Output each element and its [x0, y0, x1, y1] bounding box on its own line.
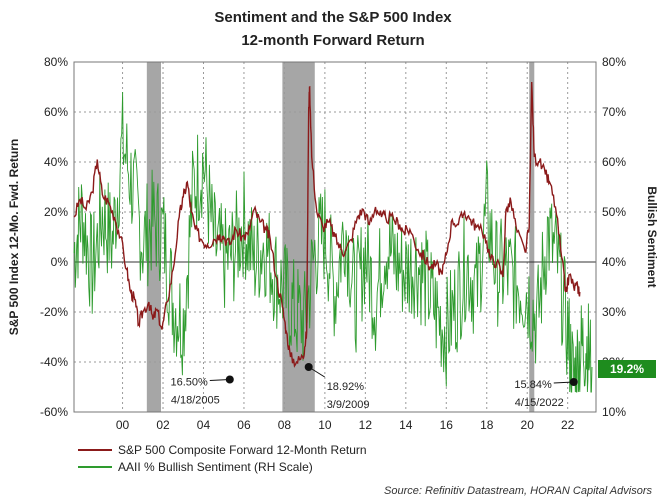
y-axis-left-label: S&P 500 Index 12-Mo. Fwd. Return — [7, 139, 21, 336]
y-left-tick-label: 40% — [44, 155, 68, 169]
legend-label-sp500: S&P 500 Composite Forward 12-Month Retur… — [118, 443, 367, 457]
annotation-leader-2 — [553, 381, 574, 384]
series-line-sp500-forward-return — [73, 81, 581, 368]
x-tick-label: 06 — [237, 418, 251, 432]
y-right-tick-label: 10% — [602, 405, 626, 419]
x-tick-label: 20 — [521, 418, 535, 432]
y-right-tick-label: 70% — [602, 105, 626, 119]
legend-label-aaii: AAII % Bullish Sentiment (RH Scale) — [118, 460, 313, 474]
annotation-leader-1 — [308, 366, 325, 378]
chart-subtitle: 12-month Forward Return — [241, 32, 424, 49]
y-left-tick-label: -20% — [40, 305, 68, 319]
x-tick-label: 22 — [561, 418, 575, 432]
y-left-tick-label: 0% — [51, 255, 69, 269]
recession-band-2 — [529, 62, 535, 412]
y-right-tick-label: 60% — [602, 155, 626, 169]
chart-title: Sentiment and the S&P 500 Index — [214, 9, 452, 26]
x-tick-label: 18 — [480, 418, 494, 432]
x-tick-label: 14 — [399, 418, 413, 432]
recession-band-0 — [146, 62, 161, 412]
x-tick-label: 04 — [197, 418, 211, 432]
plot-area — [73, 61, 597, 413]
y-left-tick-label: 20% — [44, 205, 68, 219]
x-tick-label: 00 — [116, 418, 130, 432]
recession-band-1 — [282, 62, 315, 412]
annotation-value-1: 18.92% — [327, 381, 365, 393]
badge-background — [598, 360, 656, 378]
y-left-tick-label: 60% — [44, 105, 68, 119]
annotations: 16.50% 4/18/2005 18.92% 3/9/2009 15.84% 4/15/… — [170, 363, 578, 411]
x-tick-label: 12 — [359, 418, 373, 432]
x-tick-label: 08 — [278, 418, 292, 432]
y-right-tick-label: 40% — [602, 255, 626, 269]
y-axis-right-label: Bullish Sentiment — [645, 186, 659, 287]
annotation-leader-0 — [209, 379, 230, 381]
annotation-date-1: 3/9/2009 — [327, 399, 370, 411]
annotation-value-2: 15.84% — [514, 379, 552, 391]
y-left-tick-label: -60% — [40, 405, 68, 419]
series-line-aaii-bullish — [73, 91, 593, 393]
source-note: Source: Refinitiv Datastream, HORAN Capi… — [384, 485, 652, 497]
legend: S&P 500 Composite Forward 12-Month Retur… — [78, 443, 367, 474]
recession-bands — [146, 62, 535, 412]
x-tick-label: 10 — [318, 418, 332, 432]
y-left-tick-label: -40% — [40, 355, 68, 369]
y-right-tick-label: 30% — [602, 305, 626, 319]
annotation-value-0: 16.50% — [170, 377, 208, 389]
last-value-badge: 19.2% — [598, 360, 656, 378]
badge-value: 19.2% — [610, 362, 644, 376]
axis-ticks: 00 02 04 06 08 10 12 14 16 18 20 22 -60% -40% -20% 0% 20… — [40, 55, 626, 432]
annotation-date-2: 4/15/2022 — [515, 397, 564, 409]
y-right-tick-label: 80% — [602, 55, 626, 69]
series-lines — [73, 81, 593, 393]
y-right-tick-label: 50% — [602, 205, 626, 219]
annotation-date-0: 4/18/2005 — [171, 395, 220, 407]
x-tick-label: 02 — [156, 418, 170, 432]
x-tick-label: 16 — [440, 418, 454, 432]
y-left-tick-label: 80% — [44, 55, 68, 69]
